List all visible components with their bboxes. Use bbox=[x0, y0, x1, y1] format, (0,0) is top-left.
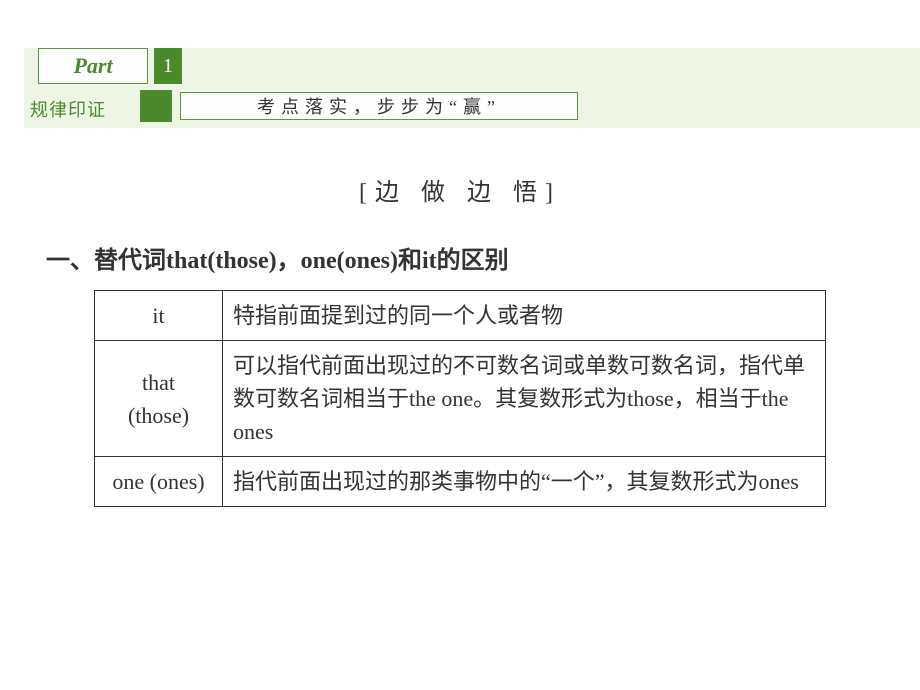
table-row: one (ones) 指代前面出现过的那类事物中的“一个”，其复数形式为ones bbox=[95, 457, 826, 507]
desc-cell: 可以指代前面出现过的不可数名词或单数可数名词，指代单数可数名词相当于the on… bbox=[223, 341, 826, 457]
comparison-table: it 特指前面提到过的同一个人或者物 that (those) 可以指代前面出现… bbox=[94, 290, 826, 507]
table-row: it 特指前面提到过的同一个人或者物 bbox=[95, 291, 826, 341]
term-cell: one (ones) bbox=[95, 457, 223, 507]
table-row: that (those) 可以指代前面出现过的不可数名词或单数可数名词，指代单数… bbox=[95, 341, 826, 457]
part-label: Part bbox=[73, 53, 112, 79]
tagline-box: 考点落实，步步为“赢” bbox=[180, 92, 578, 120]
term-cell: it bbox=[95, 291, 223, 341]
decorative-square bbox=[140, 90, 172, 122]
sub-label: 规律印证 bbox=[30, 96, 106, 122]
part-number: 1 bbox=[163, 55, 173, 78]
desc-cell: 特指前面提到过的同一个人或者物 bbox=[223, 291, 826, 341]
part-box: Part bbox=[38, 48, 148, 84]
section-title: [边 做 边 悟] bbox=[0, 172, 920, 207]
term-cell: that (those) bbox=[95, 341, 223, 457]
main-heading: 一、替代词that(those)，one(ones)和it的区别 bbox=[46, 240, 509, 275]
part-number-box: 1 bbox=[154, 48, 182, 84]
desc-cell: 指代前面出现过的那类事物中的“一个”，其复数形式为ones bbox=[223, 457, 826, 507]
tagline-text: 考点落实，步步为“赢” bbox=[257, 93, 501, 119]
